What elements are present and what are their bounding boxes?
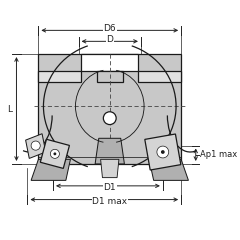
Circle shape xyxy=(103,112,116,125)
Polygon shape xyxy=(95,138,124,164)
Circle shape xyxy=(50,149,59,158)
Text: D1: D1 xyxy=(103,183,116,192)
Bar xyxy=(38,71,81,82)
Polygon shape xyxy=(31,159,70,180)
Bar xyxy=(138,71,181,82)
Polygon shape xyxy=(40,139,69,168)
Polygon shape xyxy=(38,54,181,164)
Bar xyxy=(97,71,123,82)
Bar xyxy=(81,54,138,71)
Text: Ap1 max: Ap1 max xyxy=(200,150,238,159)
Text: L: L xyxy=(7,105,12,114)
Text: D: D xyxy=(106,35,113,44)
Text: D1 max: D1 max xyxy=(92,197,127,206)
Circle shape xyxy=(54,152,56,155)
Polygon shape xyxy=(26,134,46,158)
Text: D6: D6 xyxy=(103,24,116,33)
Circle shape xyxy=(157,146,169,158)
Circle shape xyxy=(31,141,40,150)
Polygon shape xyxy=(145,134,181,170)
Polygon shape xyxy=(101,159,119,178)
Circle shape xyxy=(161,150,165,154)
Polygon shape xyxy=(149,159,188,180)
